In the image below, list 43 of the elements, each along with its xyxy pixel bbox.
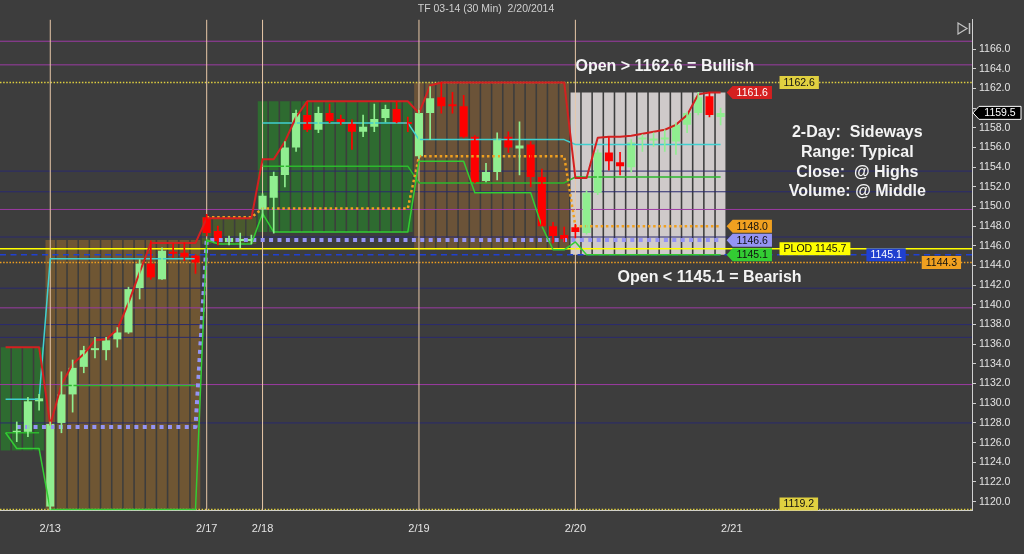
y-tick-label: 1126.0 (979, 435, 1011, 448)
y-tick-label: 1128.0 (979, 415, 1011, 428)
y-tick-label: 1130.0 (979, 396, 1011, 409)
x-tick-label: 2/20 (564, 522, 587, 535)
annotation: Open > 1162.6 = Bullish (575, 56, 755, 74)
y-tick-label: 1158.0 (979, 120, 1011, 133)
data-label: 1145.1 (736, 248, 769, 261)
ref-line-label: 1162.6 (783, 75, 816, 88)
y-tick-label: 1156.0 (979, 140, 1011, 153)
y-tick-label: 1140.0 (979, 297, 1011, 310)
y-tick-label: 1134.0 (979, 356, 1011, 369)
data-label: 1148.0 (736, 219, 769, 232)
x-tick-label: 2/18 (251, 522, 274, 535)
ref-line-label: 1119.2 (783, 497, 815, 510)
y-tick-label: 1144.0 (979, 258, 1011, 271)
y-tick-label: 1136.0 (979, 337, 1011, 350)
chart-title: TF 03-14 (30 Min) 2/20/2014 (417, 2, 555, 15)
x-tick-label: 2/17 (195, 522, 218, 535)
y-tick-label: 1148.0 (979, 219, 1011, 232)
data-label: 1146.6 (736, 233, 769, 246)
y-tick-label: 1166.0 (979, 42, 1011, 54)
data-label: 1161.6 (736, 85, 769, 98)
text: 1159.5 (984, 106, 1016, 119)
x-tick-label: 2/21 (721, 522, 743, 535)
annotation: Open < 1145.1 = Bearish (617, 268, 802, 286)
y-tick-label: 1146.0 (979, 238, 1011, 251)
y-tick-label: 1138.0 (979, 317, 1011, 330)
y-tick-label: 1124.0 (979, 455, 1011, 468)
y-tick-label: 1150.0 (979, 199, 1011, 212)
ref-line-label: 1145.1 (870, 248, 902, 261)
y-tick-label: 1162.0 (979, 81, 1011, 94)
y-tick-label: 1142.0 (979, 278, 1011, 291)
y-tick-label: 1152.0 (979, 179, 1011, 192)
y-tick-label: 1164.0 (979, 61, 1011, 74)
x-tick-label: 2/19 (408, 522, 430, 535)
x-tick-label: 2/13 (39, 522, 61, 535)
y-tick-label: 1154.0 (979, 160, 1011, 173)
ref-line-label: 1144.3 (925, 255, 958, 268)
y-tick-label: 1122.0 (979, 474, 1011, 487)
annotation: 2-Day: Sideways Range: Typical Close: @ Highs Volume: @ Middle (788, 123, 926, 200)
y-tick-label: 1132.0 (979, 376, 1011, 389)
y-tick-label: 1120.0 (979, 494, 1011, 507)
ref-line-label: PLOD 1145.7 (783, 242, 847, 255)
